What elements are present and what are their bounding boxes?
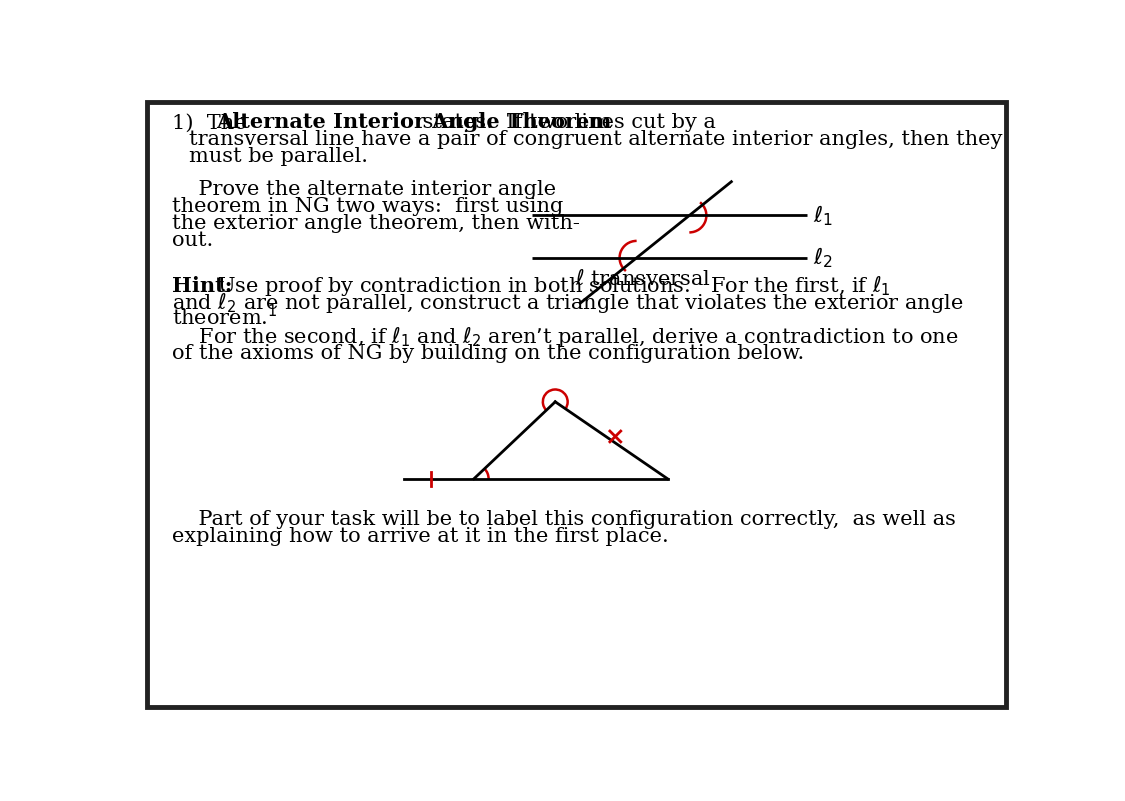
Text: Hint:: Hint:	[172, 276, 232, 296]
Text: $\ell$ transversal: $\ell$ transversal	[575, 269, 711, 289]
Text: Alternate Interior Angle Theorem: Alternate Interior Angle Theorem	[216, 112, 611, 132]
Text: Prove the alternate interior angle: Prove the alternate interior angle	[172, 179, 556, 199]
Text: Use proof by contradiction in both solutions.   For the first, if $\ell_1$: Use proof by contradiction in both solut…	[204, 274, 891, 298]
Text: 1)  The: 1) The	[172, 114, 253, 132]
Text: For the second, if $\ell_1$ and $\ell_2$ aren’t parallel, derive a contradiction: For the second, if $\ell_1$ and $\ell_2$…	[172, 324, 958, 348]
Text: of the axioms of NG by building on the configuration below.: of the axioms of NG by building on the c…	[172, 344, 804, 364]
Text: must be parallel.: must be parallel.	[189, 147, 368, 167]
Text: and $\ell_2$ are not parallel, construct a triangle that violates the exterior a: and $\ell_2$ are not parallel, construct…	[172, 291, 963, 315]
Text: theorem in NG two ways:  first using: theorem in NG two ways: first using	[172, 196, 562, 215]
Text: the exterior angle theorem, then with-: the exterior angle theorem, then with-	[172, 214, 579, 232]
Text: out.: out.	[172, 231, 213, 249]
Text: Part of your task will be to label this configuration correctly,  as well as: Part of your task will be to label this …	[172, 510, 955, 529]
Text: transversal line have a pair of congruent alternate interior angles, then they: transversal line have a pair of congruen…	[189, 131, 1002, 150]
Text: states:  If two lines cut by a: states: If two lines cut by a	[416, 114, 716, 132]
Text: theorem.$^1$: theorem.$^1$	[172, 304, 277, 329]
Text: $\ell_1$: $\ell_1$	[813, 203, 834, 227]
Text: $\ell_2$: $\ell_2$	[813, 246, 834, 270]
Text: explaining how to arrive at it in the first place.: explaining how to arrive at it in the fi…	[172, 527, 668, 546]
